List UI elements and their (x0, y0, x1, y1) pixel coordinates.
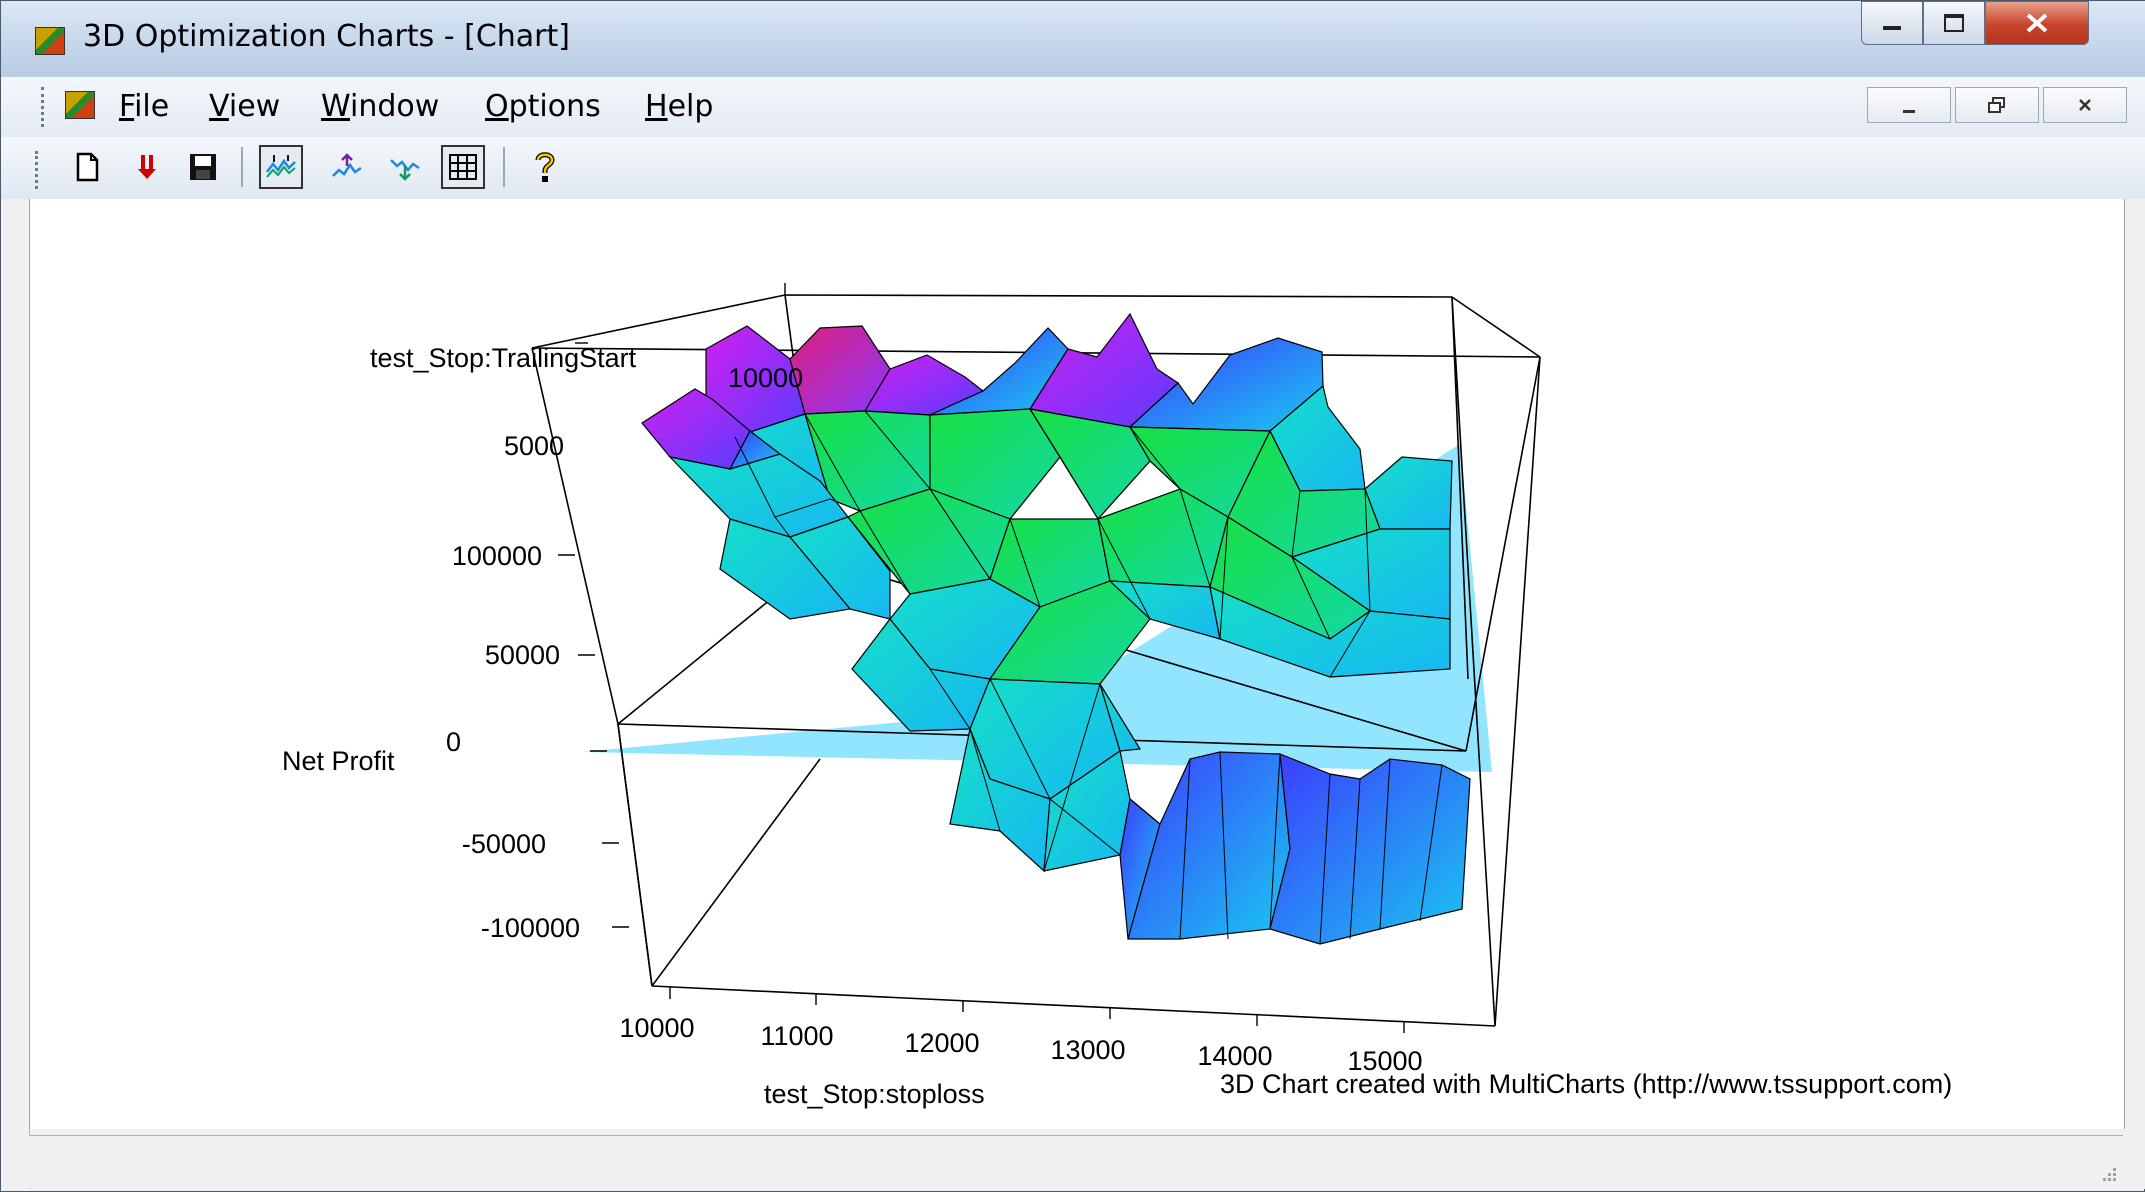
new-document-icon (76, 152, 99, 182)
valleys-view-button[interactable] (383, 145, 427, 189)
maximize-icon (1944, 14, 1964, 32)
menubar-grip[interactable] (41, 87, 48, 127)
menu-file[interactable]: File (119, 89, 170, 124)
window-close-button[interactable] (1985, 1, 2089, 45)
grid-toggle-button[interactable] (441, 145, 485, 189)
minimize-icon (1903, 109, 1915, 113)
toolbar-grip[interactable] (35, 151, 42, 189)
x-tick-label: 15000 (1347, 1046, 1422, 1076)
load-button[interactable] (125, 145, 169, 189)
help-button[interactable] (523, 145, 567, 189)
new-button[interactable] (65, 145, 109, 189)
resize-grip-icon[interactable] (2099, 1164, 2119, 1184)
zero-plane (582, 444, 1492, 772)
y-axis-label: test_Stop:TrailingStart (370, 343, 637, 373)
child-window-icon[interactable] (65, 91, 95, 119)
surface-mesh (641, 312, 1471, 945)
title-bar[interactable]: 3D Optimization Charts - [Chart] (1, 1, 2145, 78)
toolbar-separator (503, 147, 505, 187)
menu-help[interactable]: Help (645, 89, 714, 124)
x-tick-label: 10000 (619, 1013, 694, 1043)
mdi-minimize-button[interactable] (1867, 87, 1951, 123)
axis-ticks (558, 283, 1405, 1033)
chart-area[interactable]: 100000 50000 0 -50000 -100000 Net Profit… (29, 199, 2125, 1129)
x-tick-label: 11000 (760, 1021, 833, 1051)
peaks-view-icon (332, 153, 362, 177)
surface-view-button[interactable] (259, 145, 303, 189)
mdi-restore-button[interactable] (1955, 87, 2039, 123)
valleys-view-icon (390, 159, 420, 181)
chart-credit: 3D Chart created with MultiCharts (http:… (1220, 1069, 1952, 1099)
x-tick-label: 14000 (1197, 1041, 1272, 1071)
toolbar-separator (241, 147, 243, 187)
menu-bar: File View Window Options Help (1, 77, 2145, 138)
close-icon (2026, 13, 2048, 33)
x-tick-label: 13000 (1050, 1035, 1125, 1065)
z-tick-label: 50000 (485, 640, 560, 670)
z-axis-label: Net Profit (282, 746, 395, 776)
menu-options[interactable]: Options (485, 89, 601, 124)
status-bar (29, 1135, 2123, 1188)
x-tick-label: 12000 (904, 1028, 979, 1058)
help-icon (535, 152, 555, 182)
z-tick-label: 100000 (452, 541, 542, 571)
surface-chart[interactable]: 100000 50000 0 -50000 -100000 Net Profit… (30, 199, 2124, 1129)
z-tick-label: -50000 (462, 829, 546, 859)
y-tick-label: 5000 (504, 431, 564, 461)
down-arrows-icon (138, 155, 156, 179)
peaks-view-button[interactable] (325, 145, 369, 189)
x-axis-label: test_Stop:stoploss (764, 1079, 985, 1109)
save-button[interactable] (181, 145, 225, 189)
window-minimize-button[interactable] (1861, 1, 1923, 45)
save-icon (190, 154, 216, 180)
z-tick-label: -100000 (481, 913, 580, 943)
mdi-close-button[interactable] (2043, 87, 2127, 123)
menu-window[interactable]: Window (321, 89, 440, 124)
surface-view-icon (266, 155, 296, 178)
restore-icon (1988, 97, 2005, 113)
close-icon (2079, 99, 2091, 111)
y-tick-label: 10000 (728, 363, 803, 393)
grid-icon (449, 154, 477, 180)
z-tick-label: 0 (446, 727, 461, 757)
minimize-icon (1883, 26, 1901, 30)
window-maximize-button[interactable] (1923, 1, 1985, 45)
app-icon (35, 27, 65, 55)
left-frame (1, 199, 30, 1189)
toolbar (1, 137, 2145, 200)
window-title: 3D Optimization Charts - [Chart] (83, 19, 570, 54)
menu-view[interactable]: View (209, 89, 281, 124)
chart-front-edges (617, 296, 1541, 1027)
right-frame (2123, 199, 2145, 1189)
